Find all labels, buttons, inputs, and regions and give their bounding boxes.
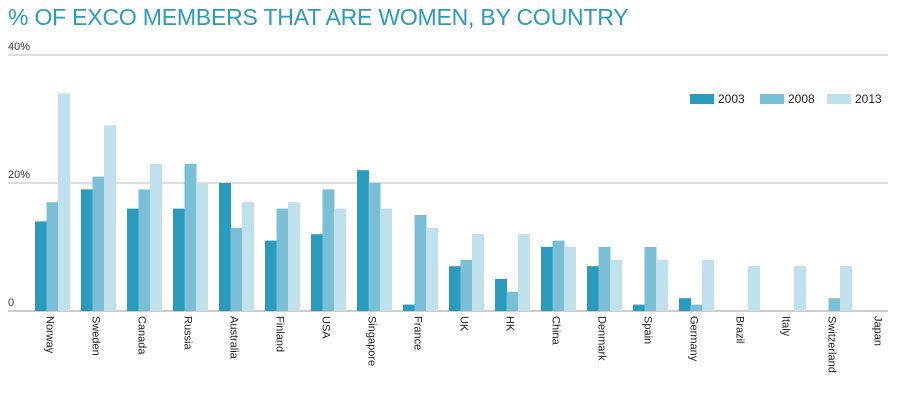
bar [828,298,841,311]
bar [702,259,714,311]
x-tick-label: Germany [688,316,700,362]
bar [633,304,645,311]
bar [230,227,243,311]
x-tick-label: USA [320,316,332,339]
bar [495,279,507,311]
x-axis: Norway Sweden Canada Russia Australia Finland… [44,316,884,373]
x-tick-label: Denmark [596,316,608,361]
legend-swatch [690,94,714,104]
x-tick-label: Italy [780,316,792,337]
bar [564,247,576,311]
x-tick-label: Spain [642,316,654,344]
bar [380,208,392,311]
bar [265,240,277,311]
bar [518,234,530,311]
x-tick-label: China [550,316,562,346]
x-tick-label: Russia [182,316,194,351]
x-tick-label: HK [504,316,516,332]
bar [173,208,185,311]
bar [506,291,519,311]
bar [35,221,47,311]
bar [46,202,59,311]
bar [449,266,461,311]
bar [58,93,70,312]
bar [472,234,484,311]
x-tick-label: Singapore [366,316,378,366]
bar [541,247,553,311]
legend-swatch [827,94,851,104]
bar [748,266,760,311]
legend-label: 2008 [788,92,815,106]
bar [104,125,116,312]
bar [552,240,565,311]
bar [219,183,231,311]
x-tick-label: Sweden [90,316,102,356]
bar [184,163,197,311]
bar [311,234,323,311]
bar [403,304,415,311]
bar [368,183,381,311]
bar [644,247,657,311]
bar [138,189,151,311]
bar [587,266,599,311]
y-axis: 0 20% 40% [8,41,30,309]
legend-label: 2003 [718,92,745,106]
x-tick-label: Japan [872,316,884,346]
bar [598,247,611,311]
x-tick-label: Norway [44,316,56,354]
bar [92,176,105,311]
bar [127,208,139,311]
bar [840,266,852,311]
bar [150,163,162,311]
bar [690,304,703,311]
bar [81,189,93,311]
x-tick-label: Australia [228,316,240,360]
bar [414,215,427,311]
bars [35,93,852,312]
bar [357,170,369,311]
bar [242,202,254,311]
legend-label: 2013 [855,92,882,106]
y-tick-label: 0 [8,297,14,309]
bar [288,202,300,311]
x-tick-label: France [412,316,424,350]
x-tick-label: Brazil [734,316,746,344]
legend: 2003 2008 2013 [690,92,882,106]
bar [610,259,622,311]
y-tick-label: 40% [8,41,30,53]
bar [334,208,346,311]
bar [656,259,668,311]
bar [196,183,208,311]
bar [460,259,473,311]
x-tick-label: Switzerland [826,316,838,373]
bar [426,227,438,311]
x-tick-label: Canada [136,316,148,355]
chart-title: % OF EXCO MEMBERS THAT ARE WOMEN, BY COU… [8,4,629,30]
bar [276,208,289,311]
bar [794,266,806,311]
x-tick-label: Finland [274,316,286,352]
bar [679,298,691,311]
y-tick-label: 20% [8,169,30,181]
legend-swatch [760,94,784,104]
x-tick-label: UK [458,316,470,332]
bar [322,189,335,311]
